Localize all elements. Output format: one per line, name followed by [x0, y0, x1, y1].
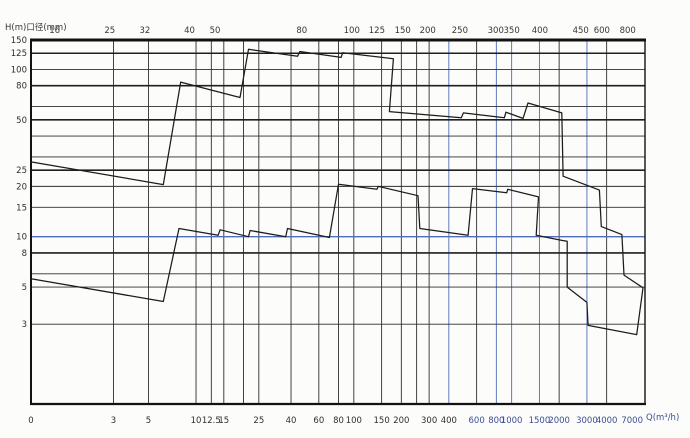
y-tick-label: 125: [11, 49, 27, 59]
diameter-axis-label: 口径(mm): [26, 23, 67, 33]
x-tick-label: 15: [218, 416, 229, 426]
series-lower-head-boundary: [30, 183, 638, 336]
x-tick-label: 3: [111, 416, 116, 426]
diameter-tick-label: 600: [594, 26, 610, 36]
diameter-tick-label: 25: [104, 26, 115, 36]
diameter-tick-label: 100: [344, 26, 360, 36]
x-tick-label: 4000: [596, 416, 618, 426]
x-tick-label: 2000: [548, 416, 570, 426]
x-tick-label: 150: [374, 416, 390, 426]
y-tick-label: 50: [16, 116, 27, 126]
diameter-tick-label: 200: [420, 26, 436, 36]
x-tick-label: 0: [28, 416, 33, 426]
x-tick-label: 80: [333, 416, 344, 426]
x-tick-label: 400: [441, 416, 457, 426]
diameter-tick-label: 32: [139, 26, 150, 36]
y-tick-label: 15: [16, 203, 27, 213]
diameter-tick-label: 80: [296, 26, 307, 36]
x-tick-label: 5: [146, 416, 151, 426]
x-tick-label: 12.5: [202, 416, 221, 426]
x-tick-label: 25: [253, 416, 264, 426]
y-tick-label: 100: [11, 65, 27, 75]
diameter-tick-label: 400: [532, 26, 548, 36]
x-axis-title: Q(m³/h): [646, 413, 680, 423]
x-tick-label: 800: [488, 416, 504, 426]
x-tick-label: 10: [191, 416, 202, 426]
x-tick-label: 40: [286, 416, 297, 426]
y-tick-label: 5: [22, 283, 27, 293]
x-tick-label: 1500: [529, 416, 551, 426]
diameter-tick-label: 16: [49, 26, 60, 36]
y-axis-title: H(m)口径(mm): [5, 21, 67, 33]
head-axis-label: H(m): [5, 23, 27, 33]
y-tick-label: 8: [22, 249, 27, 259]
y-tick-label: 25: [16, 166, 27, 176]
x-tick-label: 600: [469, 416, 485, 426]
diameter-tick-label: 50: [210, 26, 221, 36]
y-tick-label: 10: [16, 233, 27, 243]
x-tick-label: 3000: [576, 416, 598, 426]
y-tick-label: 150: [11, 36, 27, 46]
diameter-tick-label: 800: [620, 26, 636, 36]
x-tick-label: 60: [313, 416, 324, 426]
diameter-tick-label: 125: [369, 26, 385, 36]
diameter-tick-label: 450: [573, 26, 589, 36]
x-tick-label: 300: [421, 416, 437, 426]
series-upper-head-boundary: [30, 48, 644, 336]
y-tick-label: 80: [16, 82, 27, 92]
diameter-tick-label: 300: [488, 26, 504, 36]
x-tick-label: 200: [393, 416, 409, 426]
y-tick-label: 3: [22, 320, 27, 330]
x-tick-label: 100: [346, 416, 362, 426]
diameter-tick-label: 150: [395, 26, 411, 36]
x-tick-label: 7000: [621, 416, 643, 426]
x-tick-label: 1000: [501, 416, 523, 426]
diameter-tick-label: 40: [184, 26, 195, 36]
diameter-tick-label: 250: [452, 26, 468, 36]
y-tick-label: 20: [16, 182, 27, 192]
diameter-tick-label: 350: [504, 26, 520, 36]
